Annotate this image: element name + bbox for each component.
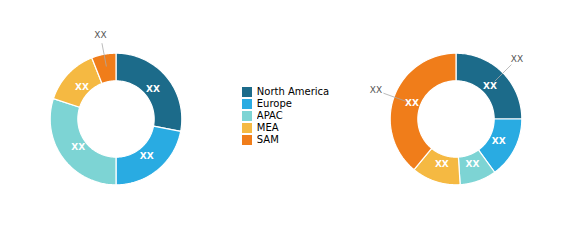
svg-text:XX: XX [491, 135, 505, 145]
svg-text:XX: XX [483, 80, 497, 90]
svg-text:XX: XX [434, 159, 448, 169]
html-text:Europe: Europe [256, 98, 292, 109]
svg-text:XX: XX [465, 158, 479, 168]
svg-text:XX: XX [404, 98, 418, 108]
html-text:MEA: MEA [256, 122, 279, 133]
svg-text:XX: XX [510, 53, 522, 63]
svg-text:XX: XX [94, 30, 106, 40]
html-text:North America: North America [256, 86, 330, 97]
html-text:APAC: APAC [256, 110, 283, 121]
svg-text:XX: XX [369, 85, 381, 95]
svg-text:XX: XX [146, 84, 160, 94]
html-text:SAM: SAM [256, 134, 279, 145]
svg-text:XX: XX [139, 150, 153, 160]
svg-text:XX: XX [71, 142, 85, 152]
svg-text:XX: XX [75, 81, 89, 91]
